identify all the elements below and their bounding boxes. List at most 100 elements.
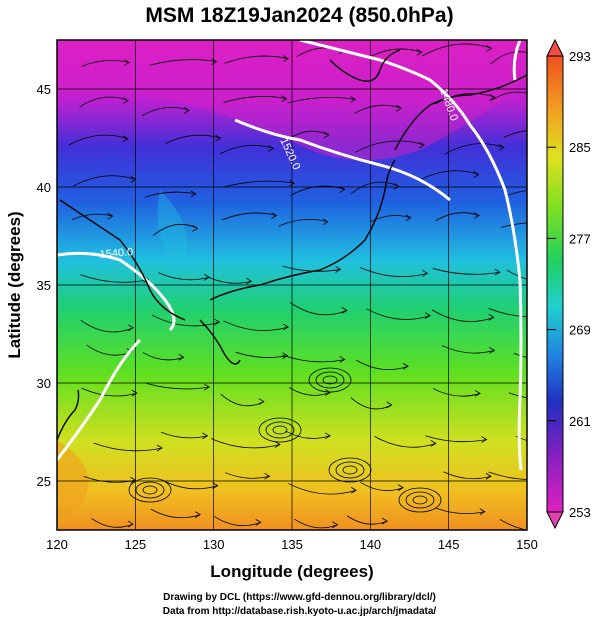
streamline-arrow	[350, 486, 357, 494]
streamline	[360, 481, 404, 491]
streamline	[288, 483, 357, 495]
streamline	[290, 185, 345, 196]
streamline	[435, 212, 480, 222]
streamline-arrow	[498, 144, 505, 151]
streamline	[422, 43, 492, 57]
streamline-arrow	[131, 389, 138, 397]
streamline	[503, 130, 527, 138]
streamline	[81, 387, 137, 397]
streamline-arrow	[322, 218, 329, 226]
streamline	[432, 268, 500, 275]
streamline-eddy	[265, 421, 295, 439]
streamline-arrow	[156, 444, 163, 452]
streamline-arrow	[202, 432, 209, 440]
streamline-eddy	[335, 461, 365, 479]
streamline	[490, 91, 527, 101]
streamline	[80, 274, 149, 283]
streamline-arrow	[567, 188, 572, 194]
streamline	[350, 181, 399, 195]
y-axis-label: Latitude (degrees)	[5, 211, 24, 358]
streamline	[354, 140, 425, 153]
streamline	[68, 134, 128, 146]
streamline-eddy	[135, 481, 165, 499]
streamline-arrow	[268, 145, 275, 152]
streamline-arrow	[178, 353, 185, 361]
streamline-arrow	[396, 104, 403, 112]
streamline	[488, 471, 527, 480]
streamline	[221, 212, 277, 221]
streamline-arrow	[485, 472, 492, 480]
streamline	[443, 471, 492, 480]
x-tick-label: 145	[438, 537, 460, 552]
streamline	[73, 175, 136, 187]
streamline-arrow	[192, 225, 199, 232]
streamline-arrow	[529, 92, 534, 98]
streamline	[160, 431, 208, 439]
streamline-eddy	[272, 425, 288, 435]
coastlines	[57, 49, 527, 441]
streamline-eddy	[342, 465, 358, 475]
streamline	[434, 92, 495, 105]
streamline	[501, 222, 527, 228]
contour-top-right	[512, 40, 522, 81]
streamline-arrow	[214, 318, 221, 326]
y-tick-labels: 25 30 35 40 45	[37, 82, 51, 489]
streamline	[289, 302, 348, 316]
colorbar-top-arrow	[546, 38, 564, 57]
colorbar-tick-label: 285	[569, 140, 591, 155]
y-tick-label: 35	[37, 278, 51, 293]
grid-lines	[57, 40, 527, 530]
y-tick-label: 30	[37, 376, 51, 391]
streamline	[151, 314, 220, 327]
streamline	[223, 96, 287, 103]
streamline-arrow	[183, 107, 190, 114]
streamline-arrow	[122, 135, 129, 143]
y-tick-label: 25	[37, 474, 51, 489]
streamline	[224, 55, 289, 64]
streamline-arrow	[323, 131, 330, 139]
y-tick-label: 40	[37, 180, 51, 195]
streamline-arrow	[128, 324, 135, 332]
streamline	[435, 507, 485, 515]
streamline-arrow	[424, 312, 431, 319]
streamline	[79, 96, 129, 108]
streamline-arrow	[123, 59, 130, 66]
streamline-arrow	[350, 96, 357, 103]
streamline	[374, 436, 436, 448]
streamline-arrow	[271, 212, 278, 219]
streamline	[93, 442, 163, 452]
streamline-eddy	[398, 487, 442, 513]
streamline	[71, 213, 113, 221]
x-axis-label: Longitude (degrees)	[210, 562, 373, 581]
streamline-arrow	[282, 55, 289, 62]
x-tick-label: 135	[281, 537, 303, 552]
y-tick-label: 45	[37, 82, 51, 97]
footer-credit-drawing: Drawing by DCL (https://www.gfd-dennou.o…	[163, 592, 436, 603]
streamline	[353, 104, 402, 115]
streamline-arrow	[339, 186, 346, 193]
streamline-arrow	[212, 482, 219, 489]
streamline	[441, 345, 495, 354]
x-tick-labels: 120 125 130 135 140 145 150	[46, 537, 538, 552]
streamline-arrow	[204, 273, 211, 281]
streamline	[219, 144, 274, 155]
streamline	[142, 352, 184, 361]
streamline-eddy	[328, 457, 372, 483]
streamline-arrow	[489, 347, 496, 354]
streamline-arrow	[402, 362, 409, 370]
streamline-arrow	[561, 524, 566, 530]
streamline	[210, 438, 281, 449]
streamline	[225, 472, 270, 479]
streamline-eddy	[258, 417, 302, 443]
colorbar-tick-label: 261	[569, 414, 591, 429]
map-title: MSM 18Z19Jan2024 (850.0hPa)	[145, 4, 454, 27]
streamline-arrow	[246, 277, 253, 285]
streamline	[223, 320, 289, 331]
streamline-arrow	[283, 323, 290, 331]
streamline-eddy	[308, 367, 352, 393]
contour-extra	[57, 338, 142, 461]
streamline-arrow	[481, 436, 488, 443]
streamline	[80, 320, 134, 333]
streamline	[506, 189, 527, 196]
streamline-arrow	[386, 401, 393, 409]
